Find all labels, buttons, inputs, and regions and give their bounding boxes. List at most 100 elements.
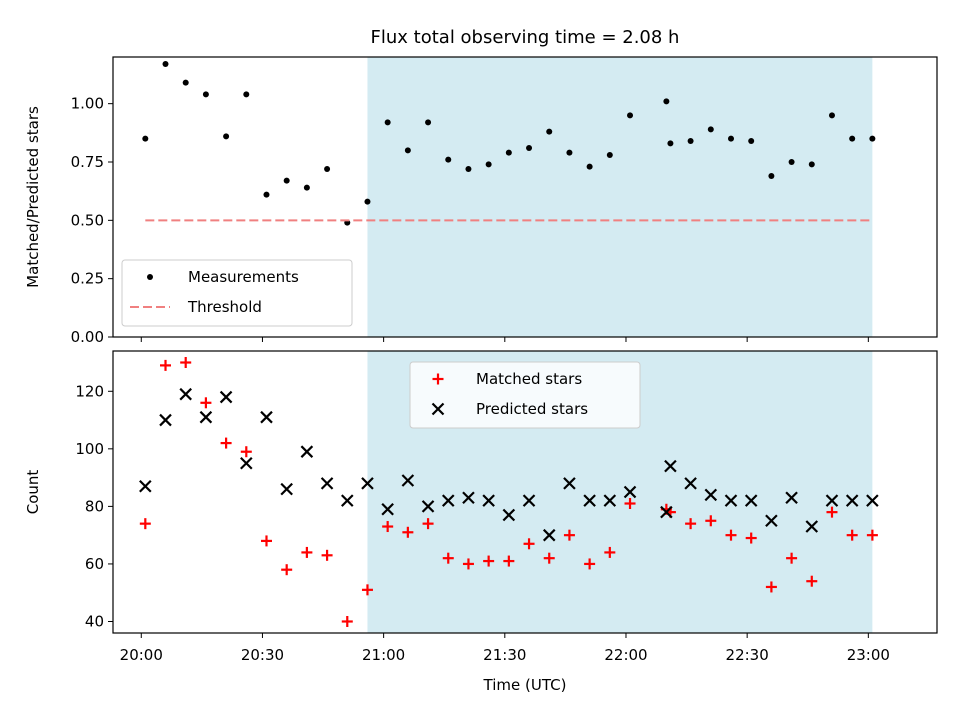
measurement-point [485,161,492,168]
cross-stroke-b [219,390,233,404]
measurement-point [445,156,452,163]
cross-stroke-b [381,502,394,516]
cross-stroke-b [704,488,718,502]
cross-stroke-b [159,413,172,427]
matched-stars-point [422,518,434,530]
predicted-stars-point [660,505,673,519]
cross-stroke-b [502,508,516,522]
y-tick-label: 100 [75,440,104,458]
predicted-stars-point [139,479,152,493]
cross-stroke-b [300,445,314,458]
measurement-point [243,91,250,98]
matched-stars-point [866,529,878,541]
legend-label: Threshold [187,298,262,316]
predicted-stars-point [320,477,334,490]
count-panel: 40 60 80 100 120 20:00 20:30 21:00 21:30 22:00 22:… [24,350,938,694]
cross-stroke-b [825,494,839,507]
measurement-point [768,173,775,179]
y-axis-label: Count [24,470,42,515]
predicted-stars-point [401,474,415,487]
predicted-stars-point [462,491,475,505]
legend-box [409,361,641,429]
predicted-stars-point [542,528,556,542]
predicted-stars-point [280,482,293,496]
cross-stroke-b [280,482,293,496]
measurement-point [828,112,835,119]
y-tick-label: 120 [75,382,104,400]
cross-stroke-b [240,456,253,470]
cross-stroke-b [724,494,738,507]
predicted-stars-point [724,494,738,507]
matched-stars-point [321,549,333,561]
cross-stroke-b [660,505,673,519]
cross-stroke-b [785,491,798,505]
matched-stars-point [240,446,252,458]
y-tick-label: 0.75 [71,153,104,171]
measurement-point [566,149,573,156]
x-tick-label: 22:00 [604,646,647,664]
cross-stroke-b [866,494,879,507]
cross-stroke-b [542,528,556,542]
predicted-stars-point [381,502,394,516]
matched-stars-point [301,546,313,558]
predicted-stars-point [785,491,798,505]
measurement-point [162,61,169,67]
legend: Measurements Threshold [121,259,353,327]
cross-stroke-b [340,494,354,507]
x-tick-label: 20:30 [241,646,284,664]
matched-stars-point [341,615,353,627]
matched-stars-point [180,357,192,369]
cross-stroke-b [431,402,445,416]
measurement-point [869,135,876,142]
matched-stars-point [382,521,394,533]
y-axis-label: Matched/Predicted stars [24,106,42,288]
top-chart-title: Flux total observing time = 2.08 h [371,27,680,48]
y-tick-label: 0.25 [71,270,104,288]
predicted-stars-point [300,445,314,458]
y-tick-label: 40 [85,612,104,630]
legend-label: Measurements [188,268,299,286]
cross-stroke-b [260,410,273,424]
predicted-stars-point [704,488,718,502]
predicted-stars-point [522,494,536,507]
matched-stars-point [563,529,575,541]
measurement-point [707,126,714,133]
measurement-point [606,152,613,158]
matched-stars-point [483,555,495,567]
measurement-point [263,191,270,198]
measurement-point [465,166,472,172]
cross-stroke-b [320,477,334,490]
predicted-stars-point [219,390,233,404]
y-tick-label: 0.50 [71,211,104,229]
predicted-stars-point [421,500,435,513]
measurement-point [324,166,331,172]
measurement-point [283,177,290,184]
measurement-point [202,91,209,98]
predicted-stars-point [583,494,596,507]
y-tick-label: 0.00 [71,328,104,346]
y-tick-label: 60 [85,555,104,573]
matched-stars-point [462,558,474,570]
measurement-point [748,138,755,144]
matched-stars-point [604,546,616,558]
cross-stroke-b [441,494,455,507]
x-tick-label: 23:00 [847,646,890,664]
predicted-stars-point [744,494,758,507]
measurement-point [808,161,815,168]
measurement-point [505,149,512,156]
matched-stars-point [200,397,212,409]
measurement-point [667,140,674,147]
matched-stars-point [402,526,414,538]
plot-frame [112,56,938,338]
matched-stars-point [745,532,757,544]
predicted-stars-point [623,485,637,499]
predicted-stars-point [361,477,374,490]
measurement-point [526,145,533,151]
matched-stars-point [846,529,858,541]
predicted-stars-point [179,387,192,401]
predicted-stars-point [765,514,778,528]
predicted-stars-point [664,459,677,473]
x-tick-label: 21:00 [362,646,405,664]
matched-stars-point [503,555,515,567]
cross-stroke-b [765,514,778,528]
